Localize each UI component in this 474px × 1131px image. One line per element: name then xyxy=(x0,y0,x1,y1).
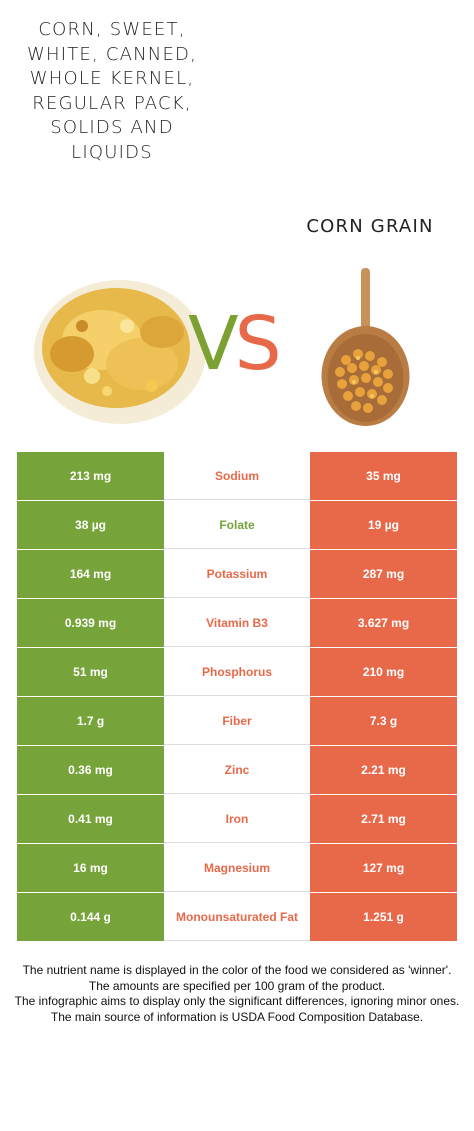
left-value-cell: 16 mg xyxy=(17,844,164,892)
nutrient-name-cell: Vitamin B3 xyxy=(164,599,310,647)
table-row: 164 mg Potassium 287 mg xyxy=(17,550,457,599)
footer-notes: The nutrient name is displayed in the co… xyxy=(10,963,464,1026)
left-value-cell: 164 mg xyxy=(17,550,164,598)
table-row: 51 mg Phosphorus 210 mg xyxy=(17,648,457,697)
table-row: 0.939 mg Vitamin B3 3.627 mg xyxy=(17,599,457,648)
vs-v-letter: V xyxy=(188,301,239,387)
right-value-cell: 7.3 g xyxy=(310,697,457,745)
footer-note-source: The main source of information is USDA F… xyxy=(50,1010,424,1025)
nutrient-name-cell: Potassium xyxy=(164,550,310,598)
left-food-title: Corn, sweet, white, canned, whole kernel… xyxy=(26,19,198,163)
vs-label: VS xyxy=(188,304,288,384)
left-value-cell: 0.939 mg xyxy=(17,599,164,647)
left-value-cell: 38 µg xyxy=(17,501,164,549)
left-value-cell: 0.36 mg xyxy=(17,746,164,794)
nutrient-name-cell: Fiber xyxy=(164,697,310,745)
nutrient-name-cell: Sodium xyxy=(164,452,310,500)
right-value-cell: 210 mg xyxy=(310,648,457,696)
nutrient-name-cell: Magnesium xyxy=(164,844,310,892)
table-row: 213 mg Sodium 35 mg xyxy=(17,452,457,501)
nutrient-comparison-table: 213 mg Sodium 35 mg 38 µg Folate 19 µg 164 mg P… xyxy=(17,452,457,942)
right-value-cell: 2.21 mg xyxy=(310,746,457,794)
table-row: 38 µg Folate 19 µg xyxy=(17,501,457,550)
right-value-cell: 287 mg xyxy=(310,550,457,598)
left-value-cell: 1.7 g xyxy=(17,697,164,745)
footer-note-amounts: The amounts are specified per 100 gram o… xyxy=(88,978,386,993)
nutrient-name-cell: Zinc xyxy=(164,746,310,794)
vs-s-letter: S xyxy=(234,301,282,387)
left-value-cell: 213 mg xyxy=(17,452,164,500)
nutrient-name-cell: Iron xyxy=(164,795,310,843)
right-value-cell: 19 µg xyxy=(310,501,457,549)
right-value-cell: 127 mg xyxy=(310,844,457,892)
table-row: 0.36 mg Zinc 2.21 mg xyxy=(17,746,457,795)
footer-note-winner: The nutrient name is displayed in the co… xyxy=(22,963,452,977)
canned-corn-image xyxy=(34,280,206,424)
table-row: 16 mg Magnesium 127 mg xyxy=(17,844,457,893)
left-value-cell: 0.144 g xyxy=(17,893,164,941)
left-value-cell: 0.41 mg xyxy=(17,795,164,843)
corn-grain-spoon-image xyxy=(321,268,410,426)
table-row: 1.7 g Fiber 7.3 g xyxy=(17,697,457,746)
nutrient-name-cell: Monounsaturated Fat xyxy=(164,893,310,941)
right-value-cell: 35 mg xyxy=(310,452,457,500)
right-value-cell: 2.71 mg xyxy=(310,795,457,843)
left-value-cell: 51 mg xyxy=(17,648,164,696)
nutrient-name-cell: Phosphorus xyxy=(164,648,310,696)
footer-note-significance: The infographic aims to display only the… xyxy=(14,994,460,1009)
table-row: 0.144 g Monounsaturated Fat 1.251 g xyxy=(17,893,457,942)
nutrient-name-cell: Folate xyxy=(164,501,310,549)
right-food-title: Corn grain xyxy=(306,216,434,237)
right-value-cell: 1.251 g xyxy=(310,893,457,941)
right-value-cell: 3.627 mg xyxy=(310,599,457,647)
table-row: 0.41 mg Iron 2.71 mg xyxy=(17,795,457,844)
